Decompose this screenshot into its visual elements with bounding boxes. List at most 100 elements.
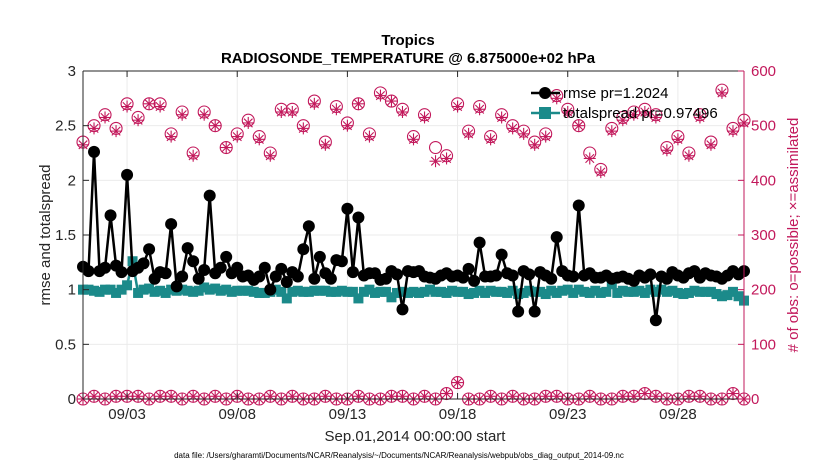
- totalspread-point-15: [160, 287, 171, 298]
- y-tick-label-right-6: 600: [751, 63, 776, 80]
- totalspread-point-85: [546, 285, 557, 296]
- assimilated-obs-low-marker-49: [616, 390, 629, 403]
- assimilated-obs-low-marker-55: [682, 390, 695, 403]
- assimilated-obs-low-marker-59-stroke-3: [728, 388, 738, 399]
- totalspread-point-20: [188, 286, 199, 297]
- assimilated-obs-marker-17-stroke-3: [265, 151, 275, 161]
- rmse-point-104: [649, 314, 662, 327]
- rmse-series: [77, 145, 750, 327]
- totalspread-point-78: [507, 285, 518, 296]
- totalspread-point-47: [336, 285, 347, 296]
- assimilated-obs-marker-41: [528, 138, 541, 151]
- assimilated-obs-low-marker-3: [110, 390, 123, 403]
- totalspread-point-77: [502, 287, 513, 298]
- rmse-point-28: [231, 261, 244, 274]
- totalspread-point-29: [237, 285, 248, 296]
- totalspread-point-25: [215, 285, 226, 296]
- y-ticks-left: 0 0.5 1 1.5 2 2.5 3: [55, 63, 89, 408]
- assimilated-obs-marker-39: [506, 122, 519, 135]
- assimilated-obs-marker-56-stroke-3: [695, 112, 705, 123]
- assimilated-obs-marker-4: [121, 100, 134, 113]
- chart-subtitle: RADIOSONDE_TEMPERATURE @ 6.875000e+02 hP…: [221, 50, 596, 67]
- assimilated-obs-marker-23-stroke-3: [331, 104, 342, 114]
- assimilated-obs-low-marker-8: [165, 390, 178, 403]
- totalspread-point-24: [210, 283, 221, 294]
- data-file-footnote: data file: /Users/gharamti/Documents/NCA…: [174, 451, 624, 460]
- assimilated-obs-marker-21-stroke-3: [309, 99, 319, 109]
- totalspread-point-8: [122, 280, 133, 291]
- totalspread-point-74: [485, 285, 496, 296]
- assimilated-obs-low-marker-42: [539, 390, 552, 403]
- assimilated-obs-marker-43: [550, 92, 563, 105]
- assimilated-obs-marker-39-stroke-3: [508, 123, 518, 134]
- assimilated-obs-low-marker-33: [440, 387, 453, 400]
- totalspread-point-71: [469, 287, 480, 298]
- rmse-point-25: [214, 261, 227, 274]
- y-tick-label-left-2: 1: [68, 282, 76, 299]
- totalspread-point-2: [89, 285, 100, 296]
- assimilated-obs-marker-59: [726, 125, 739, 138]
- assimilated-obs-marker-42: [539, 130, 552, 143]
- assimilated-obs-low-marker-52: [649, 390, 662, 403]
- assimilated-obs-low-marker-34-stroke-3: [452, 377, 463, 388]
- totalspread-point-41: [303, 286, 314, 297]
- assimilated-obs-marker-34-stroke-3: [452, 101, 463, 112]
- assimilated-obs-marker-26-stroke-3: [364, 131, 375, 142]
- rmse-point-20: [187, 255, 200, 268]
- assimilated-obs-marker-19-stroke-3: [287, 107, 297, 117]
- assimilated-obs-marker-26: [363, 130, 376, 143]
- assimilated-obs-marker-33-stroke-3: [441, 153, 452, 164]
- assimilated-obs-low-marker-1: [88, 390, 101, 403]
- assimilated-obs-marker-18: [275, 106, 288, 118]
- assimilated-obs-marker-5: [132, 114, 145, 127]
- rmse-point-69: [457, 271, 470, 284]
- assimilated-obs-low-marker-17: [264, 390, 277, 403]
- rmse-point-36: [275, 262, 288, 275]
- rmse-point-70: [462, 262, 475, 275]
- assimilated-obs-marker-30: [407, 133, 420, 146]
- possible-obs-marker-32: [428, 140, 443, 155]
- assimilated-obs-marker-53: [660, 144, 673, 157]
- rmse-point-57: [390, 268, 403, 281]
- totalspread-point-86: [551, 287, 562, 298]
- legend: rmse pr=1.2024 totalspread pr=0.97496: [531, 85, 718, 122]
- totalspread-point-51: [358, 286, 369, 297]
- totalspread-point-16: [166, 284, 177, 295]
- rmse-point-26: [220, 250, 233, 263]
- assimilated-obs-marker-4-stroke-3: [122, 101, 132, 112]
- totalspread-point-113: [700, 286, 711, 297]
- assimilated-obs-marker-2-stroke-3: [100, 112, 110, 123]
- assimilated-obs-marker-23: [330, 103, 343, 116]
- totalspread-point-59: [402, 287, 413, 298]
- x-tick-label-5: 09/28: [659, 406, 697, 423]
- totalspread-point-87: [557, 285, 568, 296]
- rmse-point-85: [545, 272, 558, 285]
- assimilated-obs-marker-20-stroke-3: [298, 123, 308, 134]
- assimilated-obs-marker-29: [396, 106, 409, 118]
- totalspread-point-27: [226, 286, 237, 297]
- rmse-point-17: [170, 280, 183, 293]
- rmse-point-34: [264, 283, 277, 296]
- assimilated-obs-marker-37: [484, 133, 497, 146]
- assimilated-obs-marker-46-stroke-3: [585, 153, 595, 164]
- totalspread-point-90: [573, 284, 584, 295]
- assimilated-obs-low-marker-43: [550, 390, 563, 403]
- rmse-point-19: [181, 242, 194, 255]
- totalspread-point-106: [661, 286, 672, 297]
- assimilated-obs-low-marker-46: [583, 390, 596, 403]
- assimilated-obs-marker-3-stroke-3: [111, 126, 121, 136]
- totalspread-point-31: [248, 286, 259, 297]
- totalspread-point-68: [452, 286, 463, 297]
- totalspread-point-109: [678, 289, 689, 300]
- totalspread-point-37: [281, 293, 292, 304]
- totalspread-point-44: [320, 285, 331, 296]
- rmse-point-45: [324, 272, 337, 285]
- totalspread-point-49: [347, 286, 358, 297]
- totalspread-point-105: [656, 284, 667, 295]
- assimilated-obs-marker-32: [429, 155, 442, 168]
- totalspread-point-5: [105, 284, 116, 295]
- assimilated-obs-marker-58: [715, 86, 728, 99]
- totalspread-point-103: [645, 284, 656, 295]
- totalspread-point-65: [436, 286, 447, 297]
- assimilated-obs-marker-48-stroke-3: [607, 126, 617, 136]
